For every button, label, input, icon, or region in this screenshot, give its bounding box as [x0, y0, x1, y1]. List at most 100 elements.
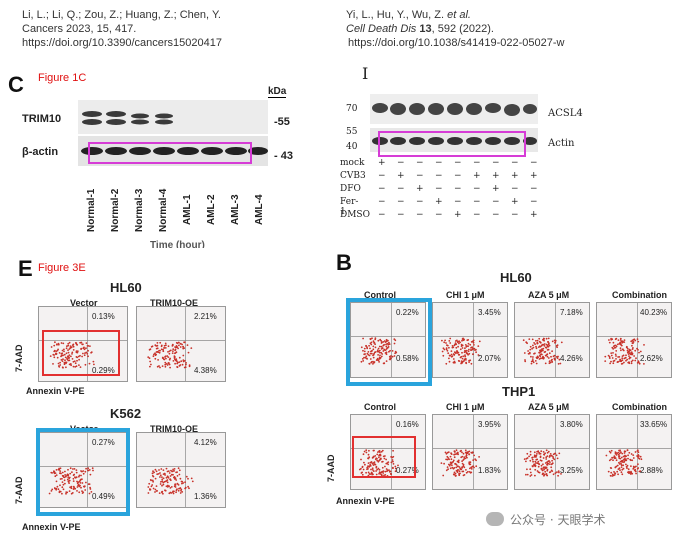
event-dot: [619, 347, 622, 350]
event-dot: [382, 362, 385, 365]
event-dot: [461, 462, 464, 465]
event-dot: [73, 468, 76, 470]
event-dot: [365, 471, 367, 474]
marker-70: 70: [346, 104, 358, 114]
event-dot: [468, 450, 471, 453]
event-dot: [558, 452, 561, 455]
event-dot: [76, 359, 78, 362]
event-dot: [458, 472, 460, 475]
event-dot: [365, 344, 367, 347]
event-dot: [459, 341, 461, 344]
event-dot: [551, 463, 553, 465]
event-dot: [393, 338, 396, 340]
event-dot: [147, 356, 150, 358]
event-dot: [184, 481, 186, 484]
event-dot: [161, 356, 164, 359]
pct: 3.45%: [478, 308, 501, 317]
event-dot: [445, 469, 448, 472]
event-dot: [385, 351, 388, 354]
event-dot: [53, 354, 55, 356]
event-dot: [366, 352, 369, 355]
event-dot: [64, 356, 67, 359]
scatter-dots: [433, 415, 507, 489]
event-dot: [534, 360, 537, 362]
event-dot: [378, 456, 380, 459]
event-dot: [79, 484, 81, 487]
event-dot: [467, 470, 469, 473]
lane-normal-3: Normal-3: [134, 188, 145, 232]
event-dot: [68, 476, 71, 479]
event-dot: [631, 472, 634, 475]
event-dot: [65, 491, 68, 493]
event-dot: [60, 354, 63, 357]
event-dot: [90, 491, 93, 493]
event-dot: [373, 463, 376, 465]
event-dot: [632, 454, 635, 456]
event-dot: [84, 489, 87, 491]
event-dot: [371, 469, 374, 471]
event-dot: [388, 469, 390, 472]
event-dot: [542, 457, 545, 459]
event-dot: [164, 363, 167, 366]
event-dot: [454, 462, 457, 465]
event-dot: [546, 349, 549, 351]
event-dot: [369, 473, 371, 476]
event-dot: [532, 344, 534, 347]
event-dot: [372, 363, 374, 365]
event-dot: [57, 362, 60, 365]
event-dot: [636, 338, 639, 340]
event-dot: [557, 470, 560, 472]
event-dot: [65, 352, 68, 355]
event-dot: [477, 345, 480, 347]
event-dot: [169, 475, 172, 477]
event-dot: [619, 469, 621, 472]
right-citation-doi[interactable]: https://doi.org/10.1038/s41419-022-05027…: [348, 37, 565, 49]
event-dot: [532, 346, 535, 349]
event-dot: [556, 357, 559, 359]
event-dot: [467, 342, 470, 345]
event-dot: [57, 488, 60, 491]
event-dot: [72, 343, 75, 346]
event-dot: [92, 360, 95, 363]
condition-sign: −: [416, 158, 424, 168]
event-dot: [80, 474, 82, 477]
event-dot: [524, 359, 526, 361]
event-dot: [385, 458, 387, 461]
event-dot: [466, 339, 469, 342]
event-dot: [161, 478, 164, 481]
scatter-dots: [433, 303, 507, 377]
event-dot: [615, 454, 618, 456]
event-dot: [376, 357, 379, 360]
highlight-box-blue-e: [36, 428, 130, 516]
event-dot: [179, 487, 182, 489]
event-dot: [464, 451, 467, 454]
event-dot: [178, 473, 181, 476]
scatter-dots: [597, 303, 671, 377]
event-dot: [538, 354, 541, 357]
event-dot: [449, 354, 451, 357]
event-dot: [478, 456, 480, 458]
highlight-box-red-e: [42, 330, 120, 376]
event-dot: [445, 347, 448, 350]
event-dot: [626, 347, 629, 350]
event-dot: [362, 360, 365, 362]
event-dot: [387, 463, 389, 466]
event-dot: [460, 355, 463, 358]
event-dot: [627, 454, 629, 457]
event-dot: [560, 341, 563, 344]
event-dot: [546, 474, 548, 477]
event-dot: [361, 473, 364, 476]
pct: 2.62%: [640, 354, 663, 363]
event-dot: [376, 457, 378, 460]
event-dot: [64, 359, 66, 362]
event-dot: [445, 362, 448, 365]
event-dot: [187, 351, 190, 354]
event-dot: [630, 453, 633, 455]
event-dot: [451, 345, 454, 347]
event-dot: [528, 338, 531, 340]
left-citation-doi[interactable]: https://doi.org/10.3390/cancers15020417: [22, 37, 222, 49]
event-dot: [542, 451, 545, 453]
left-citation: Li, L.; Li, Q.; Zou, Z.; Huang, Z.; Chen…: [22, 8, 222, 50]
event-dot: [554, 472, 557, 474]
event-dot: [545, 337, 548, 340]
